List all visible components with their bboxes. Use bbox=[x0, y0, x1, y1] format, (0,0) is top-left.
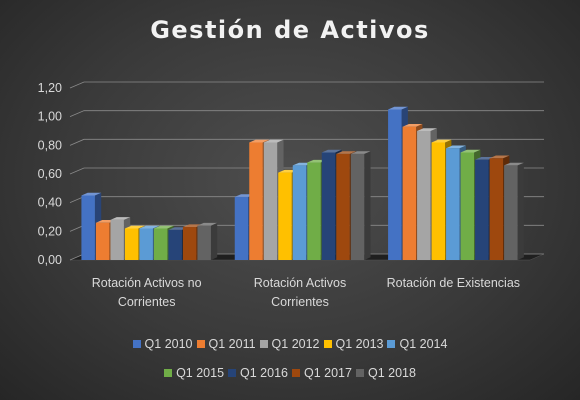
legend-item: Q1 2010 bbox=[132, 337, 193, 351]
bar bbox=[388, 109, 402, 260]
bar bbox=[197, 225, 211, 260]
x-tick-label: Rotación Activos bbox=[254, 276, 346, 290]
bar-top bbox=[321, 149, 342, 153]
legend-label: Q1 2018 bbox=[367, 366, 416, 380]
legend-item: Q1 2017 bbox=[292, 366, 352, 380]
bar bbox=[292, 165, 307, 260]
bar bbox=[234, 196, 249, 260]
bar-side bbox=[517, 162, 524, 260]
bar-top bbox=[504, 162, 524, 166]
legend-swatch bbox=[292, 369, 300, 377]
bar bbox=[278, 172, 292, 260]
legend-swatch bbox=[355, 369, 364, 377]
legend-label: Q1 2013 bbox=[335, 337, 384, 351]
bar bbox=[431, 142, 446, 260]
bar bbox=[307, 162, 321, 260]
bar bbox=[489, 158, 504, 260]
bar bbox=[336, 153, 350, 260]
legend-row: Q1 2010 Q1 2011 Q1 2012 Q1 2013 Q1 2014 bbox=[0, 334, 580, 354]
legend-swatch bbox=[132, 340, 141, 348]
y-tick-label: 1,20 bbox=[38, 81, 62, 95]
bar bbox=[81, 195, 95, 260]
y-tick-label: 0,80 bbox=[38, 138, 62, 152]
bar bbox=[110, 219, 124, 260]
legend-label: Q1 2010 bbox=[144, 337, 193, 351]
bar bbox=[446, 148, 460, 260]
bar-top bbox=[336, 151, 357, 154]
bar bbox=[504, 165, 518, 260]
x-tick-label: Rotación de Existencias bbox=[387, 276, 520, 290]
chart-legend: Q1 2010 Q1 2011 Q1 2012 Q1 2013 Q1 2014 Q1 20… bbox=[0, 334, 580, 392]
legend-item: Q1 2016 bbox=[228, 366, 288, 380]
bar-top bbox=[431, 139, 452, 143]
bar-top bbox=[460, 149, 481, 153]
legend-item: Q1 2013 bbox=[323, 337, 384, 351]
chart-title: Gestión de Activos bbox=[150, 16, 430, 44]
bar-top bbox=[402, 124, 423, 127]
y-tick-label: 1,00 bbox=[38, 110, 62, 124]
y-tick-label: 0,60 bbox=[38, 167, 62, 181]
legend-swatch bbox=[228, 369, 237, 377]
legend-label: Q1 2012 bbox=[271, 337, 320, 351]
legend-swatch bbox=[387, 340, 396, 348]
gridline bbox=[69, 138, 544, 146]
bar-top bbox=[249, 139, 270, 143]
legend-label: Q1 2017 bbox=[304, 366, 352, 380]
legend-item: Q1 2011 bbox=[196, 337, 256, 351]
bar bbox=[95, 222, 110, 260]
legend-label: Q1 2011 bbox=[208, 337, 256, 351]
legend-swatch bbox=[196, 340, 205, 348]
bar bbox=[350, 153, 365, 260]
bar bbox=[460, 152, 475, 260]
bar-top bbox=[350, 151, 371, 154]
bar bbox=[124, 228, 139, 260]
x-tick-label: Rotación Activos no bbox=[92, 276, 202, 290]
legend-label: Q1 2016 bbox=[240, 366, 288, 380]
bar bbox=[139, 228, 153, 260]
legend-label: Q1 2015 bbox=[176, 366, 225, 380]
bar-top bbox=[417, 128, 437, 131]
legend-swatch bbox=[259, 340, 268, 348]
bar-top bbox=[446, 145, 466, 149]
legend-item: Q1 2012 bbox=[259, 337, 320, 351]
bar-top bbox=[489, 155, 510, 159]
bar bbox=[168, 229, 182, 260]
x-tick-label: Corrientes bbox=[118, 295, 176, 309]
bar-side bbox=[210, 222, 218, 260]
bar-top bbox=[81, 192, 102, 196]
gridline bbox=[69, 110, 544, 118]
bar-top bbox=[139, 225, 160, 229]
bar-top bbox=[153, 225, 174, 229]
legend-swatch bbox=[164, 369, 173, 377]
bar bbox=[263, 142, 278, 260]
bar bbox=[402, 126, 417, 260]
y-tick-label: 0,00 bbox=[38, 253, 62, 267]
legend-swatch bbox=[323, 340, 332, 348]
bar-top bbox=[388, 106, 408, 110]
x-tick-label: Corrientes bbox=[271, 295, 329, 309]
y-tick-label: 0,20 bbox=[38, 224, 62, 238]
legend-row: Q1 2015 Q1 2016 Q1 2017 Q1 2018 bbox=[0, 363, 580, 383]
bar bbox=[182, 227, 197, 260]
bar-top bbox=[263, 139, 284, 143]
bar bbox=[153, 228, 168, 260]
legend-item: Q1 2015 bbox=[164, 366, 224, 380]
bar-top bbox=[124, 225, 145, 229]
gridline bbox=[69, 81, 544, 89]
legend-item: Q1 2018 bbox=[355, 366, 416, 380]
bar-top bbox=[110, 217, 131, 220]
bar bbox=[475, 159, 489, 260]
y-tick-label: 0,40 bbox=[38, 196, 62, 210]
bar-side bbox=[364, 151, 371, 260]
bar bbox=[321, 152, 336, 260]
bar bbox=[249, 142, 263, 260]
legend-label: Q1 2014 bbox=[399, 337, 448, 351]
bar-top bbox=[197, 222, 218, 226]
legend-item: Q1 2014 bbox=[387, 337, 447, 351]
bar bbox=[417, 131, 431, 260]
